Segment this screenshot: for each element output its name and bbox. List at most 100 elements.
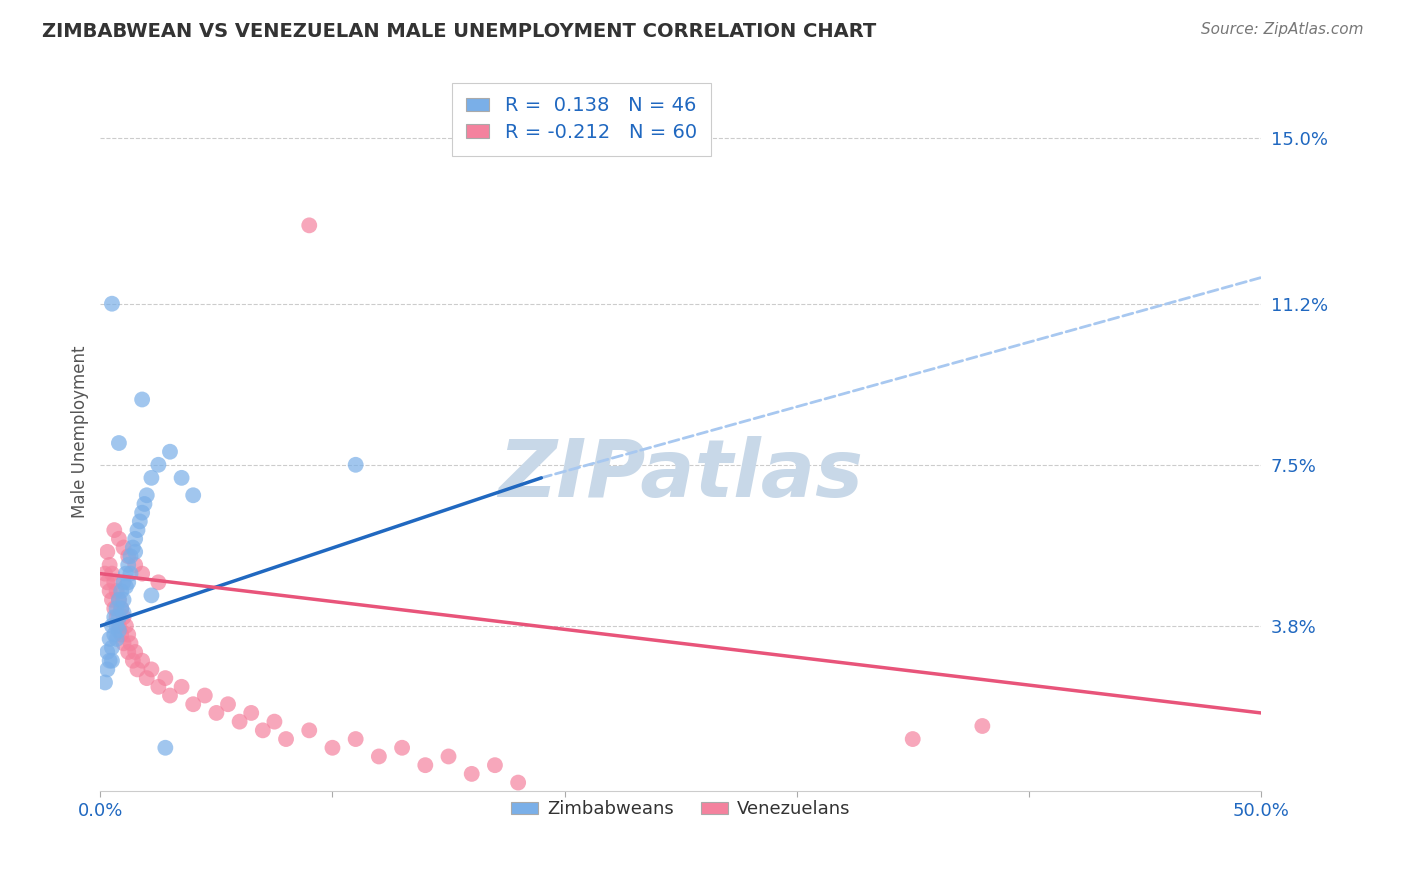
Point: [110, 601, 132, 615]
Point: [148, 680, 170, 694]
Point: [101, 592, 124, 607]
Point: [972, 719, 994, 733]
Point: [127, 662, 149, 676]
Point: [344, 458, 367, 472]
Point: [120, 549, 142, 564]
Point: [110, 584, 132, 599]
Point: [127, 523, 149, 537]
Point: [98, 632, 121, 646]
Point: [159, 444, 181, 458]
Point: [105, 610, 128, 624]
Point: [181, 488, 204, 502]
Point: [108, 592, 131, 607]
Point: [228, 714, 250, 729]
Point: [117, 549, 139, 564]
Point: [121, 541, 143, 555]
Point: [96, 645, 118, 659]
Legend: Zimbabweans, Venezuelans: Zimbabweans, Venezuelans: [503, 793, 858, 825]
Point: [115, 619, 138, 633]
Point: [117, 627, 139, 641]
Text: Source: ZipAtlas.com: Source: ZipAtlas.com: [1201, 22, 1364, 37]
Point: [135, 488, 157, 502]
Point: [181, 697, 204, 711]
Point: [131, 392, 153, 407]
Point: [108, 532, 131, 546]
Point: [159, 689, 181, 703]
Point: [205, 706, 228, 720]
Point: [112, 606, 135, 620]
Text: ZIPatlas: ZIPatlas: [498, 436, 863, 514]
Point: [155, 740, 177, 755]
Point: [108, 619, 131, 633]
Point: [170, 471, 193, 485]
Point: [120, 566, 142, 581]
Point: [367, 749, 389, 764]
Y-axis label: Male Unemployment: Male Unemployment: [72, 346, 89, 518]
Point: [321, 740, 343, 755]
Point: [240, 706, 263, 720]
Point: [484, 758, 506, 772]
Point: [112, 541, 135, 555]
Point: [274, 732, 297, 747]
Point: [461, 767, 484, 781]
Point: [134, 497, 156, 511]
Point: [117, 645, 139, 659]
Point: [103, 601, 125, 615]
Point: [101, 654, 124, 668]
Point: [120, 636, 142, 650]
Point: [124, 545, 146, 559]
Point: [124, 645, 146, 659]
Point: [103, 610, 125, 624]
Point: [108, 436, 131, 450]
Point: [141, 588, 163, 602]
Point: [96, 575, 118, 590]
Point: [103, 523, 125, 537]
Point: [105, 632, 128, 646]
Point: [115, 566, 138, 581]
Point: [131, 566, 153, 581]
Point: [96, 662, 118, 676]
Point: [108, 610, 131, 624]
Text: ZIMBABWEAN VS VENEZUELAN MALE UNEMPLOYMENT CORRELATION CHART: ZIMBABWEAN VS VENEZUELAN MALE UNEMPLOYME…: [42, 22, 876, 41]
Point: [131, 506, 153, 520]
Point: [194, 689, 217, 703]
Point: [101, 619, 124, 633]
Point: [98, 584, 121, 599]
Point: [413, 758, 436, 772]
Point: [103, 575, 125, 590]
Point: [108, 592, 131, 607]
Point: [112, 636, 135, 650]
Point: [124, 558, 146, 572]
Point: [128, 515, 150, 529]
Point: [98, 558, 121, 572]
Point: [217, 697, 239, 711]
Point: [117, 558, 139, 572]
Point: [170, 680, 193, 694]
Point: [344, 732, 367, 747]
Point: [148, 575, 170, 590]
Point: [252, 723, 274, 738]
Point: [901, 732, 924, 747]
Point: [101, 640, 124, 655]
Point: [155, 671, 177, 685]
Point: [96, 545, 118, 559]
Point: [135, 671, 157, 685]
Point: [391, 740, 413, 755]
Point: [108, 624, 131, 638]
Point: [112, 592, 135, 607]
Point: [437, 749, 460, 764]
Point: [298, 219, 321, 233]
Point: [105, 584, 128, 599]
Point: [101, 566, 124, 581]
Point: [263, 714, 285, 729]
Point: [124, 532, 146, 546]
Point: [148, 458, 170, 472]
Point: [105, 619, 128, 633]
Point: [298, 723, 321, 738]
Point: [101, 296, 124, 310]
Point: [141, 471, 163, 485]
Point: [103, 627, 125, 641]
Point: [141, 662, 163, 676]
Point: [94, 675, 117, 690]
Point: [508, 775, 530, 789]
